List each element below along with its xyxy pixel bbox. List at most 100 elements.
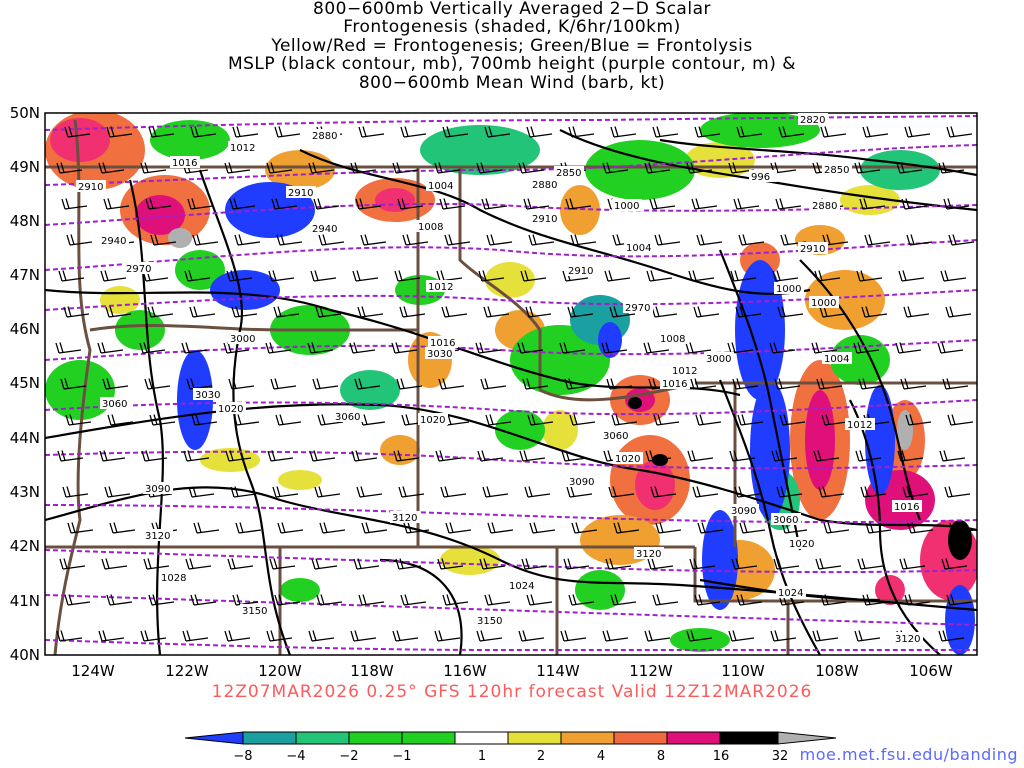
mslp-label: 1020 [216, 402, 246, 415]
svg-text:1000: 1000 [614, 201, 639, 212]
wind-barb [527, 414, 554, 426]
svg-text:1024: 1024 [509, 581, 534, 592]
wind-barb [479, 558, 506, 570]
longitude-labels: 124W 122W 120W 118W 116W 114W 112W 110W … [71, 662, 953, 680]
wind-barb [190, 594, 217, 606]
wind-barb [270, 378, 297, 390]
wind-barb [739, 522, 766, 534]
wind-barb [771, 450, 798, 462]
wind-barb [99, 450, 126, 462]
wind-barb [906, 234, 933, 246]
title-line-2: Frontogenesis (shaded, K/6hr/100km) [343, 17, 681, 38]
height-label: 3060 [771, 513, 801, 526]
height-label: 3120 [143, 529, 173, 542]
wind-barb [854, 630, 881, 642]
wind-barb [820, 594, 847, 606]
wind-barb [694, 594, 721, 606]
wind-barb [519, 450, 546, 462]
wind-barb [566, 486, 593, 498]
wind-barb [360, 234, 387, 246]
wind-barb [67, 522, 94, 534]
wind-barb [358, 594, 385, 606]
wind-barb [691, 198, 718, 210]
svg-text:3030: 3030 [195, 390, 220, 401]
svg-text:3000: 3000 [230, 334, 255, 345]
mslp-label: 1004 [426, 179, 456, 192]
wind-barb [644, 162, 671, 174]
wind-barb [646, 270, 673, 282]
height-label: 3120 [634, 547, 664, 560]
wind-barb [609, 306, 636, 318]
wind-barb [944, 486, 971, 498]
wind-barb [59, 558, 86, 570]
wind-barb [476, 162, 503, 174]
colorbar-label: 4 [597, 749, 605, 764]
wind-barb [232, 126, 259, 138]
svg-text:1004: 1004 [626, 243, 651, 254]
lon-label: 124W [71, 662, 115, 680]
height-label: 3030 [193, 388, 223, 401]
wind-barb [947, 414, 974, 426]
wind-barb [445, 522, 472, 534]
height-label: 2940 [310, 222, 340, 235]
wind-barb [654, 234, 681, 246]
lon-label: 122W [165, 662, 209, 680]
wind-barb [484, 594, 511, 606]
wind-barb [613, 522, 640, 534]
svg-text:1016: 1016 [430, 338, 455, 349]
wind-barb [865, 522, 892, 534]
wind-barb [56, 162, 83, 174]
wind-barb [949, 522, 976, 534]
height-label: 3060 [100, 397, 130, 410]
wind-barb [57, 450, 84, 462]
svg-text:1012: 1012 [672, 366, 697, 377]
wind-barb [317, 414, 344, 426]
height-label: 3150 [475, 614, 505, 627]
latitude-labels: 50N 49N 48N 47N 46N 45N 44N 43N 42N 41N … [10, 104, 40, 664]
wind-barb [733, 198, 760, 210]
wind-barb [307, 342, 334, 354]
wind-barb [232, 594, 259, 606]
wind-barb [101, 558, 128, 570]
wind-barb [230, 486, 257, 498]
height-label: 2820 [798, 113, 828, 126]
wind-barb [608, 486, 635, 498]
wind-barb [181, 342, 208, 354]
lat-label: 40N [10, 646, 40, 664]
wind-barb [392, 630, 419, 642]
wind-barb [736, 594, 763, 606]
wind-barb [310, 270, 337, 282]
wind-barb [402, 234, 429, 246]
height-label: 3060 [333, 410, 363, 423]
lon-label: 114W [536, 662, 580, 680]
height-label: 2850 [822, 163, 852, 176]
wind-barb [694, 126, 721, 138]
height-label: 3090 [143, 482, 173, 495]
svg-text:3060: 3060 [603, 431, 628, 442]
colorbar-segment [242, 731, 297, 745]
wind-barb [859, 198, 886, 210]
wind-barb [940, 270, 967, 282]
svg-text:1004: 1004 [428, 181, 453, 192]
height-label: 2970 [623, 301, 653, 314]
wind-barb [937, 342, 964, 354]
svg-text:1012: 1012 [847, 420, 872, 431]
wind-barb [695, 414, 722, 426]
wind-barb [144, 378, 171, 390]
wind-barb [275, 414, 302, 426]
wind-barb [140, 630, 167, 642]
wind-barb [862, 126, 889, 138]
wind-barb [224, 630, 251, 642]
svg-text:1000: 1000 [811, 298, 836, 309]
mslp-label: 1016 [892, 500, 922, 513]
wind-barb [56, 630, 83, 642]
colorbar-label: −8 [233, 749, 252, 764]
wind-barb [60, 378, 87, 390]
wind-barb [946, 594, 973, 606]
wind-barb [526, 594, 553, 606]
source-credit[interactable]: moe.met.fsu.edu/banding [799, 745, 1018, 764]
wind-barb [225, 450, 252, 462]
wind-barb [400, 594, 427, 606]
wind-barb [478, 270, 505, 282]
wind-barb [522, 378, 549, 390]
